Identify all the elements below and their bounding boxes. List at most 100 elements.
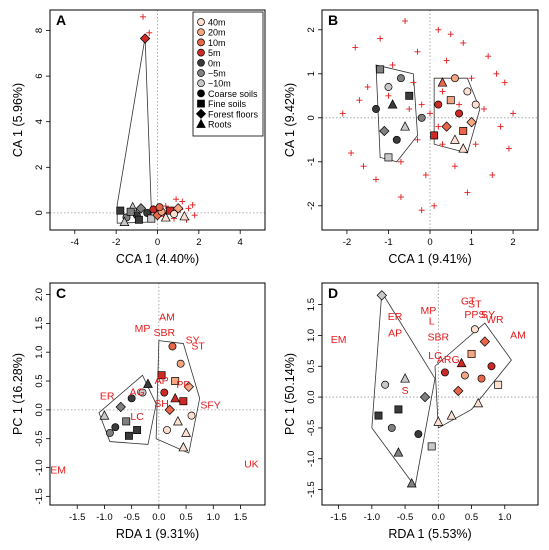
- species-point: [443, 57, 450, 64]
- sample-point: [170, 210, 178, 218]
- sample-point: [463, 87, 472, 96]
- sample-point: [99, 410, 110, 420]
- species-label: LC: [130, 411, 144, 423]
- species-label: SY: [481, 309, 495, 321]
- x-axis-title: CCA 1 (9.41%): [388, 252, 471, 266]
- x-tick-label: 1.5: [234, 512, 247, 523]
- y-tick-label: 1: [306, 71, 317, 76]
- species-point: [435, 123, 442, 130]
- species-point: [414, 136, 421, 143]
- sample-point: [160, 388, 169, 397]
- species-point: [402, 18, 409, 24]
- species-point: [410, 79, 417, 86]
- y-axis-title: PC 1 (16.28%): [11, 353, 25, 435]
- sample-point: [168, 342, 177, 351]
- x-tick-label: -2: [343, 237, 351, 248]
- x-tick-label: 0.0: [152, 512, 165, 523]
- sample-point: [157, 371, 166, 380]
- species-point: [339, 110, 346, 117]
- sample-point: [135, 203, 147, 214]
- x-tick-label: 2: [196, 237, 201, 248]
- sample-point: [396, 74, 405, 83]
- sample-point: [441, 368, 449, 377]
- species-point: [173, 196, 180, 203]
- legend-type-swatch: [195, 108, 207, 119]
- sample-point: [376, 65, 385, 74]
- sample-point: [387, 99, 398, 109]
- sample-point: [173, 415, 183, 426]
- x-tick-label: 0: [155, 237, 160, 248]
- sample-point: [459, 127, 468, 135]
- sample-point: [164, 404, 175, 416]
- species-point: [460, 40, 467, 46]
- species-point: [501, 79, 508, 86]
- sample-point: [441, 121, 452, 132]
- sample-point: [372, 105, 380, 113]
- species-label: UK: [244, 459, 259, 471]
- sample-point: [471, 100, 480, 109]
- sample-point: [414, 430, 423, 439]
- sample-point: [138, 388, 147, 397]
- sample-point: [374, 411, 383, 420]
- species-point: [377, 35, 384, 42]
- sample-point: [406, 477, 417, 488]
- sample-point: [470, 325, 479, 334]
- sample-point: [433, 416, 444, 426]
- species-label: AG: [130, 386, 145, 398]
- legend-depth-swatch: [197, 28, 205, 37]
- legend-depth-swatch: [197, 18, 205, 26]
- sample-point: [419, 391, 431, 403]
- legend-type-label: Coarse soils: [208, 89, 258, 99]
- sample-point: [427, 442, 436, 451]
- species-point: [385, 92, 392, 99]
- y-tick-label: 6: [34, 73, 45, 78]
- legend-depth-label: −5m: [208, 69, 226, 79]
- species-point: [439, 88, 446, 95]
- species-point: [406, 106, 413, 112]
- sample-point: [143, 378, 153, 388]
- species-label: AM: [159, 311, 175, 323]
- sample-point: [119, 216, 130, 226]
- sample-point: [450, 134, 460, 144]
- plot-frame: [321, 282, 539, 506]
- sample-point: [494, 380, 503, 389]
- species-point: [431, 202, 438, 209]
- y-tick-label: -0.5: [34, 431, 45, 447]
- x-tick-label: -4: [71, 237, 79, 248]
- species-label: SBR: [154, 327, 176, 339]
- y-tick-label: -1: [306, 158, 317, 166]
- sample-point: [487, 362, 496, 371]
- x-axis-title: CCA 1 (4.40%): [116, 252, 199, 266]
- x-tick-label: 0: [427, 237, 432, 248]
- sample-point: [453, 385, 464, 397]
- x-tick-label: 1.0: [207, 512, 220, 523]
- x-axis-title: RDA 1 (9.31%): [116, 527, 199, 541]
- x-tick-label: 0.5: [465, 512, 478, 523]
- y-tick-label: 0: [34, 210, 45, 215]
- sample-point: [183, 381, 194, 392]
- species-label: ER: [388, 311, 403, 323]
- legend-type-label: Fine soils: [208, 99, 247, 109]
- species-point: [505, 145, 512, 152]
- sample-point: [376, 290, 387, 301]
- species-label: SBR: [428, 331, 450, 343]
- species-point: [427, 110, 433, 117]
- legend-depth-swatch: [197, 58, 205, 67]
- species-point: [481, 106, 487, 112]
- x-tick-label: -1.5: [69, 512, 85, 523]
- y-tick-label: 1.0: [306, 329, 317, 342]
- species-point: [397, 158, 404, 165]
- y-tick-label: 2: [306, 27, 317, 32]
- species-point: [497, 123, 504, 130]
- species-label: ARG: [437, 354, 460, 366]
- x-tick-label: 2: [510, 237, 515, 248]
- y-tick-label: 0.5: [34, 374, 45, 387]
- x-tick-label: -0.5: [123, 512, 139, 523]
- sample-point: [176, 359, 185, 368]
- species-label: L: [429, 315, 435, 327]
- species-point: [418, 101, 425, 108]
- sample-point: [133, 426, 142, 434]
- species-point: [447, 31, 454, 38]
- species-label: SFY: [200, 400, 220, 412]
